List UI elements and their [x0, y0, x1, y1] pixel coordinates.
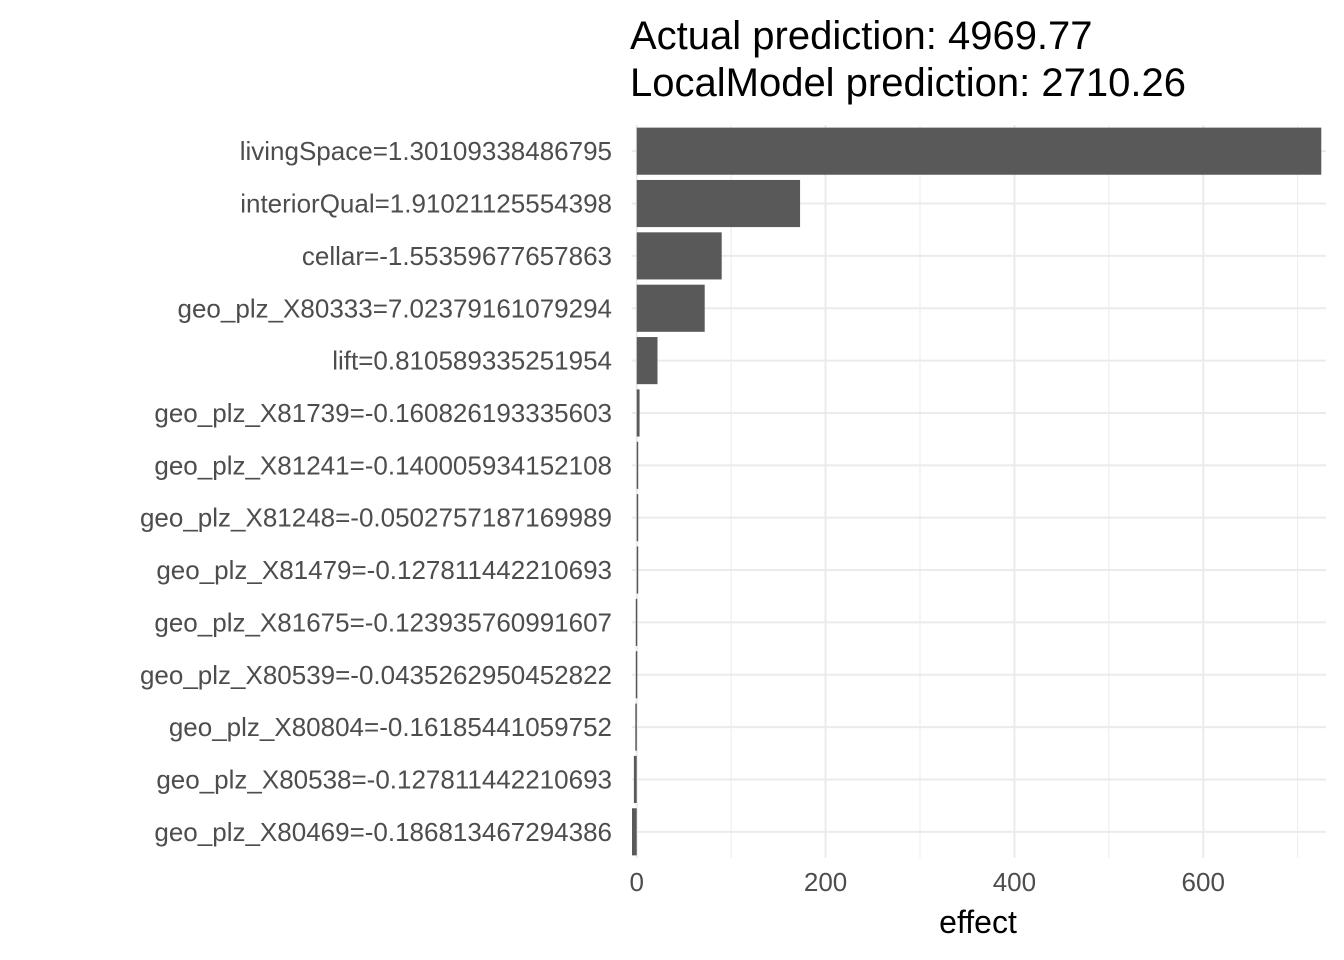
y-tick-label: interiorQual=1.91021125554398 [240, 189, 612, 219]
y-tick-label: geo_plz_X81675=-0.123935760991607 [154, 607, 612, 637]
x-axis-title: effect [939, 904, 1017, 940]
bar [635, 703, 637, 751]
bar [636, 441, 639, 489]
gridlines [632, 125, 1326, 858]
x-tick-label: 200 [804, 867, 847, 897]
y-tick-label: geo_plz_X81739=-0.160826193335603 [154, 398, 612, 428]
y-tick-label: geo_plz_X81241=-0.140005934152108 [154, 450, 612, 480]
y-tick-label: cellar=-1.55359677657863 [302, 241, 612, 271]
bar [633, 755, 637, 804]
bar [635, 651, 638, 699]
bar [636, 284, 705, 332]
bar [636, 389, 640, 437]
x-tick-labels: 0 200 400 600 [629, 867, 1224, 897]
x-tick-label: 0 [629, 867, 643, 897]
y-tick-label: geo_plz_X80469=-0.186813467294386 [154, 817, 612, 847]
bar [635, 598, 638, 646]
bar [636, 546, 639, 594]
y-tick-label: geo_plz_X80333=7.02379161079294 [178, 293, 612, 323]
bar [632, 808, 637, 856]
y-tick-label: geo_plz_X80539=-0.0435262950452822 [140, 660, 612, 690]
y-tick-label: geo_plz_X81248=-0.0502757187169989 [140, 503, 612, 533]
y-tick-label: geo_plz_X80804=-0.16185441059752 [169, 712, 612, 742]
bar [636, 127, 1322, 175]
bar [636, 337, 658, 385]
bars [632, 127, 1322, 856]
y-tick-label: geo_plz_X81479=-0.127811442210693 [156, 555, 612, 585]
bar [636, 494, 639, 542]
chart-title-line-2: LocalModel prediction: 2710.26 [630, 61, 1186, 105]
chart-title-line-1: Actual prediction: 4969.77 [630, 14, 1093, 58]
y-tick-label: livingSpace=1.30109338486795 [240, 136, 612, 166]
y-tick-label: geo_plz_X80538=-0.127811442210693 [156, 764, 612, 794]
bar [636, 179, 801, 228]
y-tick-label: lift=0.810589335251954 [332, 346, 612, 376]
y-tick-labels: livingSpace=1.30109338486795 interiorQual… [140, 136, 612, 847]
x-tick-label: 600 [1182, 867, 1225, 897]
bar [636, 232, 722, 280]
x-tick-label: 400 [993, 867, 1036, 897]
